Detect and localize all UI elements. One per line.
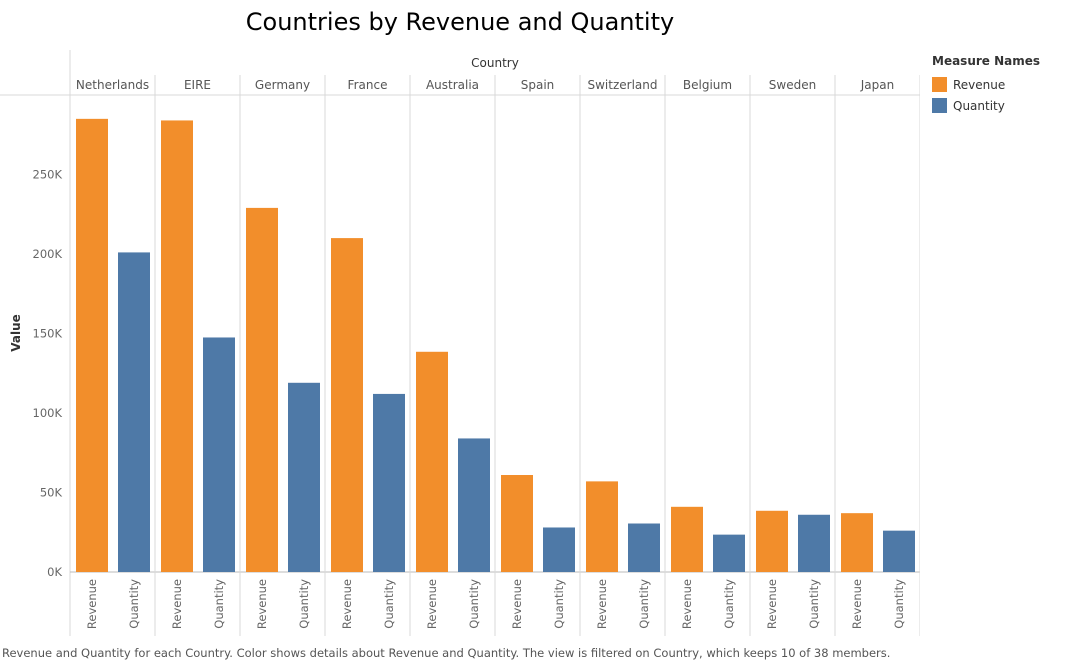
x-tick-label: Quantity: [637, 579, 651, 629]
x-tick-label: Revenue: [510, 579, 524, 629]
y-tick-label: 200K: [33, 247, 63, 261]
y-tick-label: 0K: [47, 565, 62, 579]
bar-quantity: [798, 514, 830, 572]
bar-quantity: [458, 438, 490, 572]
x-tick-label: Revenue: [850, 579, 864, 629]
legend-swatch-quantity: [932, 98, 947, 113]
y-tick-label: 250K: [33, 168, 63, 182]
bar-quantity: [373, 393, 405, 572]
x-tick-label: Revenue: [85, 579, 99, 629]
bar-revenue: [76, 118, 108, 572]
y-axis-label: Value: [9, 314, 23, 352]
x-tick-label: Quantity: [552, 579, 566, 629]
x-tick-label: Quantity: [467, 579, 481, 629]
bar-revenue: [756, 510, 788, 572]
y-tick-label: 100K: [33, 406, 63, 420]
column-header-label: Country: [471, 56, 519, 70]
legend: Measure Names Revenue Quantity: [932, 54, 1040, 116]
bar-revenue: [161, 120, 193, 572]
bar-quantity: [288, 382, 320, 572]
x-tick-label: Quantity: [382, 579, 396, 629]
bar-revenue: [246, 207, 278, 572]
chart-title: Countries by Revenue and Quantity: [245, 8, 675, 36]
bar-chart: Country Netherlands EIRE Germany France Austr…: [0, 50, 920, 636]
x-tick-label: Revenue: [595, 579, 609, 629]
legend-label-revenue: Revenue: [953, 77, 1006, 92]
y-tick-label: 150K: [33, 327, 63, 341]
legend-item-quantity[interactable]: Quantity: [932, 95, 1040, 116]
country-header-label: France: [348, 78, 388, 92]
bar-quantity: [628, 523, 660, 572]
country-header-label: EIRE: [184, 78, 211, 92]
country-header-label: Spain: [521, 78, 555, 92]
x-tick-label: Quantity: [212, 579, 226, 629]
x-tick-label: Quantity: [807, 579, 821, 629]
bar-revenue: [501, 475, 533, 572]
bar-revenue: [841, 513, 873, 572]
x-tick-label: Quantity: [297, 579, 311, 629]
legend-item-revenue[interactable]: Revenue: [932, 74, 1040, 95]
x-tick-label: Quantity: [892, 579, 906, 629]
bar-quantity: [203, 337, 235, 572]
x-tick-label: Revenue: [680, 579, 694, 629]
x-tick-label: Revenue: [340, 579, 354, 629]
country-header-label: Sweden: [769, 78, 816, 92]
bar-quantity: [713, 534, 745, 572]
bar-revenue: [416, 351, 448, 572]
legend-title: Measure Names: [932, 54, 1041, 68]
bar-quantity: [883, 530, 915, 572]
x-tick-label: Revenue: [425, 579, 439, 629]
country-header-label: Australia: [426, 78, 479, 92]
x-tick-label: Revenue: [170, 579, 184, 629]
bar-revenue: [671, 506, 703, 572]
bar-quantity: [118, 252, 150, 572]
bar-quantity: [543, 527, 575, 572]
bar-revenue: [331, 238, 363, 572]
country-header-label: Netherlands: [76, 78, 149, 92]
y-tick-label: 50K: [40, 486, 63, 500]
country-header-label: Belgium: [683, 78, 732, 92]
x-tick-label: Quantity: [722, 579, 736, 629]
legend-swatch-revenue: [932, 77, 947, 92]
chart-caption: Revenue and Quantity for each Country. C…: [2, 646, 891, 660]
country-header-label: Switzerland: [588, 78, 658, 92]
x-tick-label: Quantity: [127, 579, 141, 629]
x-tick-label: Revenue: [765, 579, 779, 629]
country-header-label: Germany: [255, 78, 310, 92]
x-tick-label: Revenue: [255, 579, 269, 629]
country-header-label: Japan: [860, 78, 894, 92]
legend-label-quantity: Quantity: [953, 98, 1005, 113]
bar-revenue: [586, 481, 618, 572]
